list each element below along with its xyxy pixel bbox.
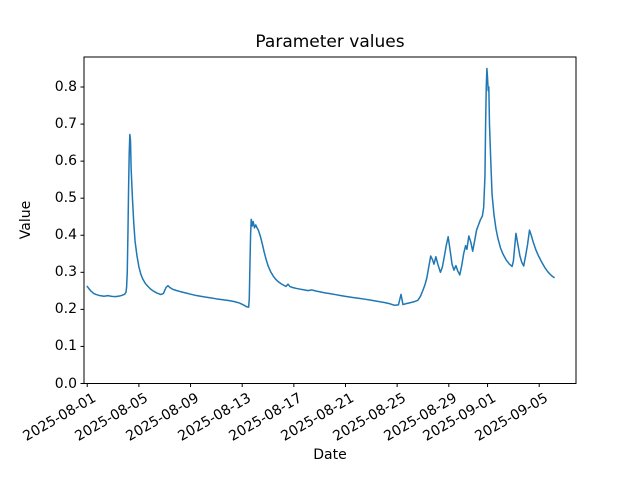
- y-tick-label: 0.7: [54, 116, 77, 133]
- y-tick-label: 0.6: [54, 153, 77, 170]
- axes-spines: [83, 56, 577, 384]
- y-tick-label: 0.1: [54, 338, 77, 355]
- y-tick-label: 0.8: [54, 79, 77, 96]
- x-axis-label: Date: [313, 447, 347, 463]
- y-tick-label: 0.0: [54, 375, 77, 392]
- y-tick-label: 0.5: [54, 190, 77, 207]
- y-axis-label: Value: [18, 200, 34, 240]
- data-line-parameter-value: [86, 67, 555, 308]
- y-tick-label: 0.2: [54, 301, 77, 318]
- y-tick-label: 0.4: [54, 227, 77, 244]
- y-tick-label: 0.3: [54, 264, 77, 281]
- chart-title: Parameter values: [255, 32, 405, 52]
